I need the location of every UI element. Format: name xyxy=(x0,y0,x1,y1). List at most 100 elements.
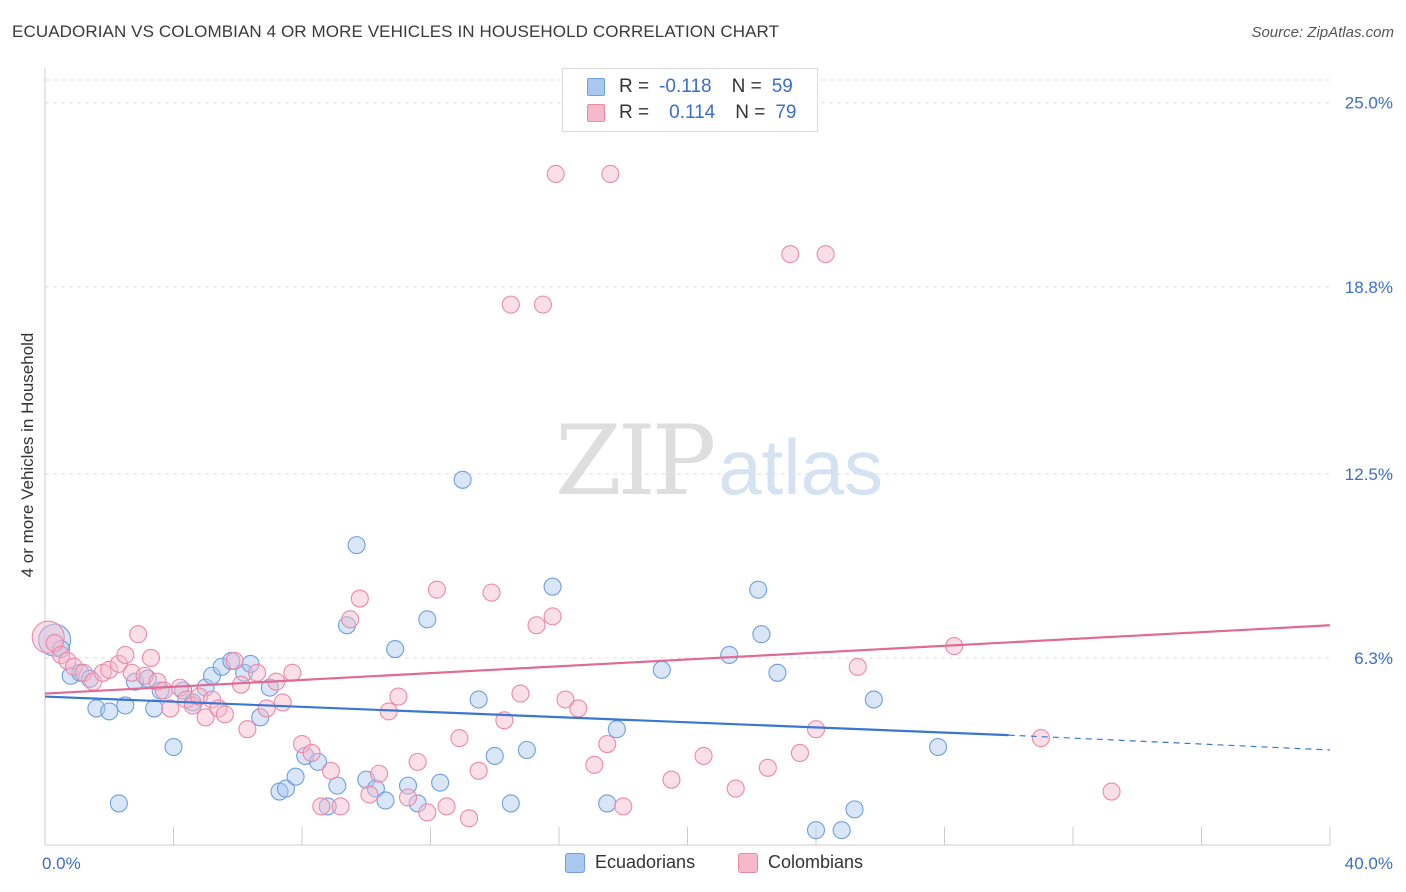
colombians-point xyxy=(370,764,389,783)
ecuadorians-point xyxy=(276,779,295,798)
r-value: -0.118 xyxy=(659,76,712,97)
colombians-point xyxy=(196,708,215,727)
ecuadorians-point xyxy=(145,699,164,718)
ecuadorians-point xyxy=(752,625,771,644)
ecuadorians-point xyxy=(720,645,739,665)
colombians-point xyxy=(116,645,135,665)
ecuadorians-legend-swatch xyxy=(565,852,585,873)
colombians-point xyxy=(100,660,119,679)
colombians-point xyxy=(350,589,369,608)
colombians-point xyxy=(694,746,713,765)
ecuadorians-point xyxy=(806,821,826,840)
ecuadorians-point xyxy=(929,737,948,757)
legend-item-colombians[interactable]: Colombians xyxy=(738,852,863,873)
ecuadorians-point xyxy=(864,690,883,709)
y-tick-label: 12.5% xyxy=(1345,465,1393,484)
colombians-point xyxy=(283,663,302,682)
colombians-point xyxy=(257,699,276,718)
colombians-point xyxy=(726,779,745,798)
n-label: N = xyxy=(731,76,762,97)
colombians-point xyxy=(273,693,292,712)
ecuadorians-point xyxy=(109,794,128,813)
colombians-point xyxy=(533,295,552,314)
ecuadorians-point xyxy=(543,577,562,596)
ecuadorians-point xyxy=(38,623,72,657)
ecuadorians-swatch xyxy=(587,78,605,96)
colombians-point xyxy=(398,788,418,807)
y-tick-label: 18.8% xyxy=(1345,278,1393,297)
ecuadorians-point xyxy=(431,773,450,792)
ecuadorians-point xyxy=(251,708,270,727)
colombians-point xyxy=(408,752,427,771)
ecuadorians-point xyxy=(337,616,357,635)
colombians-point xyxy=(848,657,867,676)
ecuadorians-point xyxy=(845,800,864,819)
ecuadorians-point xyxy=(832,821,851,840)
colombians-point xyxy=(321,761,340,780)
colombians-point xyxy=(511,684,530,703)
ecuadorians-point xyxy=(418,610,437,629)
colombians-point xyxy=(1102,782,1121,801)
colombians-point xyxy=(469,761,488,780)
colombians-swatch xyxy=(587,104,605,122)
ecuadorians-point xyxy=(318,797,337,816)
colombians-point xyxy=(418,803,437,822)
colombians-point xyxy=(129,625,148,644)
ecuadorians-point xyxy=(164,737,183,757)
r-label: R = xyxy=(619,102,650,123)
colombians-point xyxy=(585,755,604,774)
y-tick-label: 6.3% xyxy=(1354,649,1393,668)
colombians-legend-swatch xyxy=(738,852,758,873)
ecuadorians-point xyxy=(196,678,215,697)
colombians-point xyxy=(215,705,234,724)
legend-label-colombians: Colombians xyxy=(768,852,864,872)
colombians-point xyxy=(225,651,244,670)
colombians-point xyxy=(427,580,446,599)
colombians-point xyxy=(312,797,331,816)
ecuadorians-point xyxy=(235,663,254,682)
colombians-point xyxy=(781,245,800,264)
y-tick-label: 25.0% xyxy=(1345,94,1393,113)
colombians-point xyxy=(238,720,257,739)
ecuadorians-point xyxy=(768,663,787,682)
colombians-point xyxy=(450,729,469,748)
colombians-point xyxy=(437,797,456,816)
colombians-trend-line xyxy=(44,624,1331,695)
y-axis-label: 4 or more Vehicles in Household xyxy=(18,332,37,578)
ecuadorians-trend-extension xyxy=(1008,734,1331,751)
legend-label-ecuadorians: Ecuadorians xyxy=(595,852,696,872)
colombians-point xyxy=(546,164,565,184)
ecuadorians-point xyxy=(652,660,671,679)
colombians-point xyxy=(806,720,826,739)
ecuadorians-point xyxy=(100,702,119,721)
stats-legend-row-ecuadorians: R = -0.118 N = 59 xyxy=(587,74,793,100)
colombians-point xyxy=(527,616,546,635)
colombians-point xyxy=(389,687,408,706)
colombians-point xyxy=(790,743,809,763)
ecuadorians-point xyxy=(309,752,328,771)
ecuadorians-point xyxy=(501,794,520,813)
ecuadorians-point xyxy=(453,470,472,489)
r-label: R = xyxy=(619,76,650,97)
stats-legend-row-colombians: R = 0.114 N = 79 xyxy=(587,100,797,126)
x-tick-label: 40.0% xyxy=(1345,854,1393,873)
stats-legend: R = -0.118 N = 59 R = 0.114 N = 79 xyxy=(562,68,818,132)
legend-item-ecuadorians[interactable]: Ecuadorians xyxy=(565,852,695,873)
ecuadorians-point xyxy=(749,580,768,599)
watermark: ZIPatlas xyxy=(555,405,883,517)
colombians-point xyxy=(1031,729,1050,748)
ecuadorians-point xyxy=(607,720,626,739)
colombians-point xyxy=(331,797,350,816)
colombians-point xyxy=(758,758,777,777)
colombians-point xyxy=(148,672,167,691)
watermark-atlas: atlas xyxy=(718,423,883,511)
n-value: 79 xyxy=(775,102,797,123)
colombians-point xyxy=(64,657,83,676)
ecuadorians-point xyxy=(286,767,305,786)
ecuadorians-point xyxy=(485,746,504,765)
colombians-point xyxy=(569,699,588,718)
colombians-point xyxy=(154,681,173,700)
colombians-point xyxy=(556,690,575,709)
x-tick-label: 0.0% xyxy=(42,854,81,873)
